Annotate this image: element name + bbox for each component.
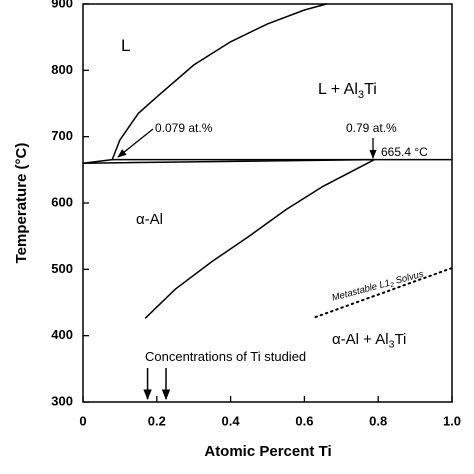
y-tick-label: 400 bbox=[51, 327, 73, 342]
x-tick-label: 0 bbox=[79, 413, 86, 428]
annotation-part: Metastable L1 bbox=[331, 277, 392, 303]
y-axis-title: Temperature (°C) bbox=[13, 143, 30, 264]
x-tick-label: 0.8 bbox=[369, 413, 387, 428]
x-axis-title: Atomic Percent Ti bbox=[204, 443, 331, 460]
y-tick-label: 500 bbox=[51, 261, 73, 276]
arrow bbox=[117, 128, 154, 158]
annotation: L + Al3Ti bbox=[318, 81, 377, 101]
annotation: 665.4 °C bbox=[381, 145, 428, 159]
annotation-part: Ti bbox=[364, 81, 377, 98]
annotation-part: Concentrations of Ti studied bbox=[145, 349, 306, 364]
y-tick-label: 700 bbox=[51, 128, 73, 143]
y-tick-label: 900 bbox=[51, 0, 73, 10]
phase-boundary bbox=[314, 267, 453, 319]
annotation-part: 2 bbox=[389, 281, 396, 289]
annotation-part: 3 bbox=[389, 338, 395, 350]
annotation-part: 0.079 at.% bbox=[155, 121, 213, 135]
phase-boundary bbox=[111, 3, 328, 161]
annotation: 0.79 at.% bbox=[346, 121, 397, 135]
annotation: α-Al bbox=[136, 211, 163, 228]
x-tick-label: 1.0 bbox=[443, 413, 461, 428]
annotation: L bbox=[121, 36, 130, 55]
annotation-part: 3 bbox=[358, 89, 364, 101]
annotation-part: α-Al bbox=[136, 211, 163, 228]
x-tick-label: 0.4 bbox=[222, 413, 241, 428]
annotation: Concentrations of Ti studied bbox=[145, 349, 306, 364]
annotation-part: α-Al + Al bbox=[332, 331, 389, 348]
annotation: α-Al + Al3Ti bbox=[332, 331, 406, 350]
phase-boundary bbox=[144, 158, 376, 319]
x-tick-label: 0.6 bbox=[295, 413, 313, 428]
annotation-part: 665.4 °C bbox=[381, 145, 428, 159]
annotation-part: Ti bbox=[394, 331, 406, 348]
annotation-part: 0.79 at.% bbox=[346, 121, 397, 135]
annotation: 0.079 at.% bbox=[155, 121, 213, 135]
y-tick-label: 800 bbox=[51, 62, 73, 77]
annotation: Metastable L12 Solvus bbox=[331, 268, 426, 304]
y-tick-label: 300 bbox=[51, 393, 73, 408]
y-tick-label: 600 bbox=[51, 194, 73, 209]
x-tick-label: 0.2 bbox=[148, 413, 166, 428]
annotation-part: L bbox=[121, 36, 130, 55]
annotation-part: L + Al bbox=[318, 81, 358, 98]
